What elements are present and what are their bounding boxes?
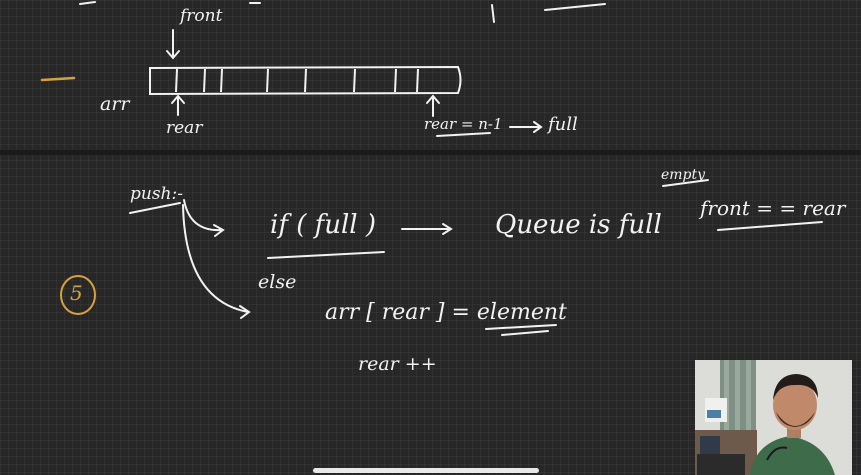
array-label: arr [100,93,130,115]
webcam-scene [695,360,852,475]
push-label: push:- [130,184,183,204]
if-result: Queue is full [495,210,662,240]
if-result-arrow [401,223,453,235]
step-number: 5 [70,281,83,305]
rear-end-arrow [426,94,440,117]
presenter-webcam [695,360,852,475]
else-branch-arrow [182,204,251,319]
section-divider [0,150,861,155]
empty-condition: front = = rear [700,196,846,220]
accent-dash [40,76,76,82]
presenter-sweater [750,436,835,475]
empty-label: empty [661,167,706,183]
array-diagram-strokes [40,1,606,137]
rear-arrow [171,94,185,116]
full-arrow [509,121,543,133]
front-arrow [166,29,180,60]
step-circle [60,275,96,315]
increment-line: rear ++ [358,353,437,375]
scroll-indicator[interactable] [313,468,539,473]
assignment-line: arr [ rear ] = element [325,300,567,325]
array-box [149,65,462,96]
else-label: else [258,271,297,293]
presenter-head [773,380,817,430]
rear-label: rear [166,118,203,138]
rear-end-label: rear = n-1 [424,115,503,133]
if-condition: if ( full ) [270,210,377,240]
full-label: full [548,114,578,135]
if-branch-arrow [183,199,225,237]
front-label: front [180,6,223,26]
